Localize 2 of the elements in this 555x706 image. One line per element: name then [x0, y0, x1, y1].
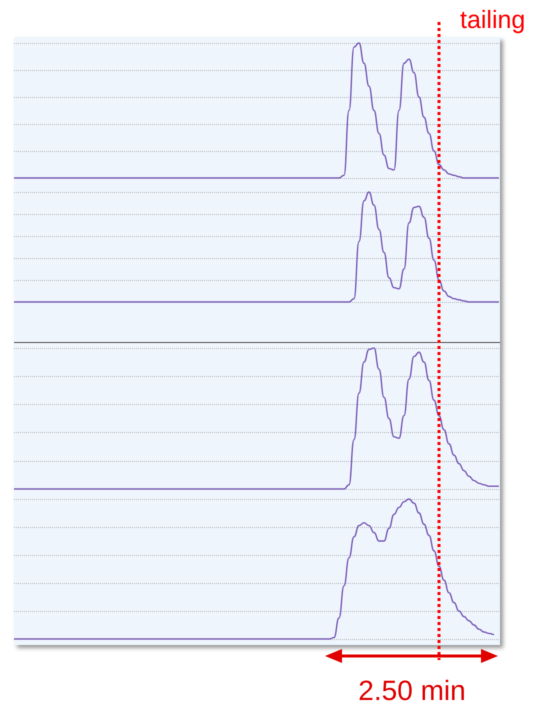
text: tailing — [460, 6, 526, 35]
text: 2.50 min — [357, 675, 467, 706]
